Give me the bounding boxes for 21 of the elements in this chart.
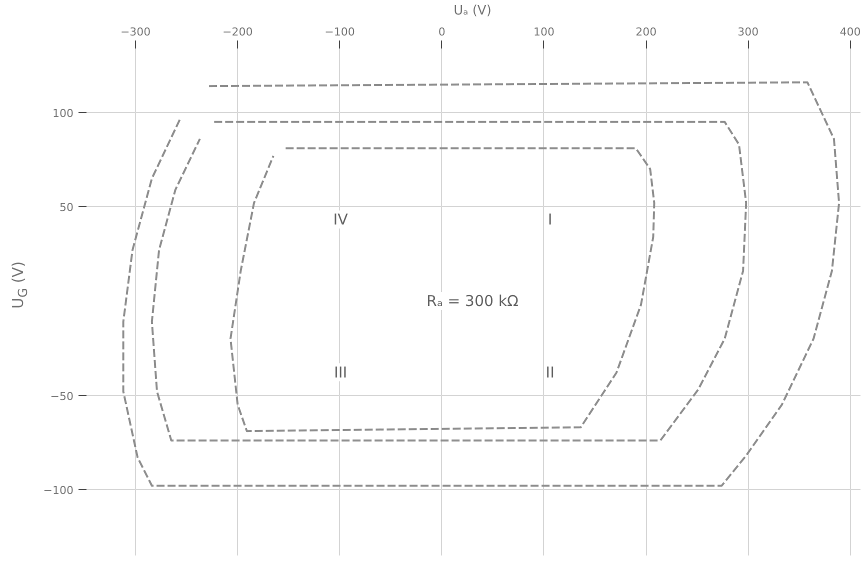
y-tick-label: 100	[52, 106, 74, 120]
line-series	[230, 147, 656, 432]
annotation: I	[548, 210, 552, 229]
x-tick-label: 300	[738, 26, 759, 38]
y-tick-label: 50	[60, 201, 74, 214]
y-tick-label: −100	[43, 484, 74, 498]
y-tick-label: −50	[50, 390, 74, 403]
x-axis-title: Uₐ (V)	[454, 4, 492, 18]
x-tick-label: −300	[120, 26, 151, 38]
annotation: III	[334, 363, 348, 382]
annotation: Rₐ = 300 kΩ	[426, 292, 518, 310]
x-tick-label: 100	[533, 26, 554, 38]
x-tick-label: −200	[222, 26, 253, 38]
x-tick-label: 200	[636, 26, 657, 38]
line-series	[150, 120, 748, 442]
x-tick-label: 0	[438, 26, 446, 38]
x-tick-label: −100	[324, 26, 355, 38]
annotation: II	[546, 363, 555, 382]
annotation: IV	[333, 210, 349, 229]
x-tick-label: 400	[840, 26, 861, 38]
line-series	[122, 81, 840, 487]
